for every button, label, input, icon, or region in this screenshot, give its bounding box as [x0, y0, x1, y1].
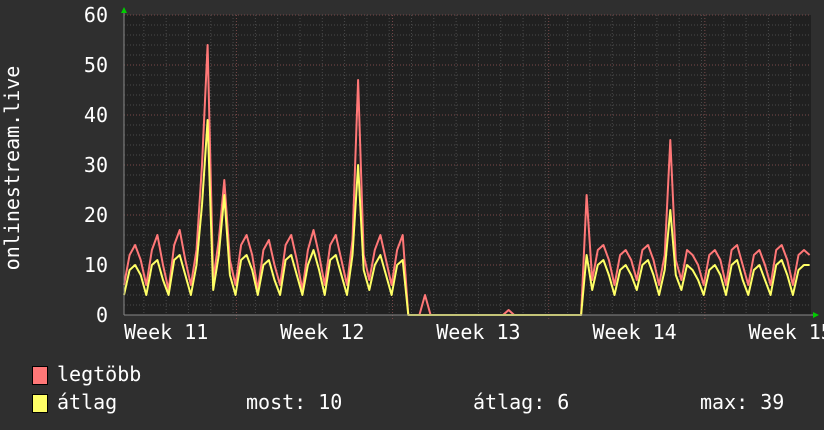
legend-swatch-avg	[32, 394, 48, 413]
plot-area	[124, 15, 811, 315]
legend-swatch-max	[32, 366, 48, 385]
x-tick-label: Week 12	[280, 320, 364, 344]
legend-avg: átlag: 6	[473, 390, 570, 414]
legend-now: most: 10	[246, 390, 343, 414]
y-tick-label: 20	[84, 203, 108, 227]
x-tick-label: Week 13	[436, 320, 520, 344]
y-tick-label: 40	[84, 103, 108, 127]
legend-label-avg: átlag	[57, 390, 118, 414]
y-axis-label: onlinestream.live	[0, 66, 24, 271]
y-tick-label: 60	[84, 3, 108, 27]
axes: Week 11 Week 12 Week 13 Week 14 Week 15 0 10 20…	[84, 3, 824, 344]
x-tick-label: Week 14	[592, 320, 676, 344]
x-tick-label: Week 15	[749, 320, 824, 344]
legend-max: max: 39	[700, 390, 785, 414]
y-axis-arrow-icon	[121, 7, 127, 13]
y-tick-label: 30	[84, 153, 108, 177]
x-tick-label: Week 11	[124, 320, 208, 344]
y-tick-label: 0	[96, 303, 108, 327]
y-tick-label: 10	[84, 253, 108, 277]
x-axis-arrow-icon	[813, 312, 819, 318]
grid	[124, 14, 811, 319]
y-tick-label: 50	[84, 53, 108, 77]
legend-label-max: legtöbb	[57, 362, 142, 386]
